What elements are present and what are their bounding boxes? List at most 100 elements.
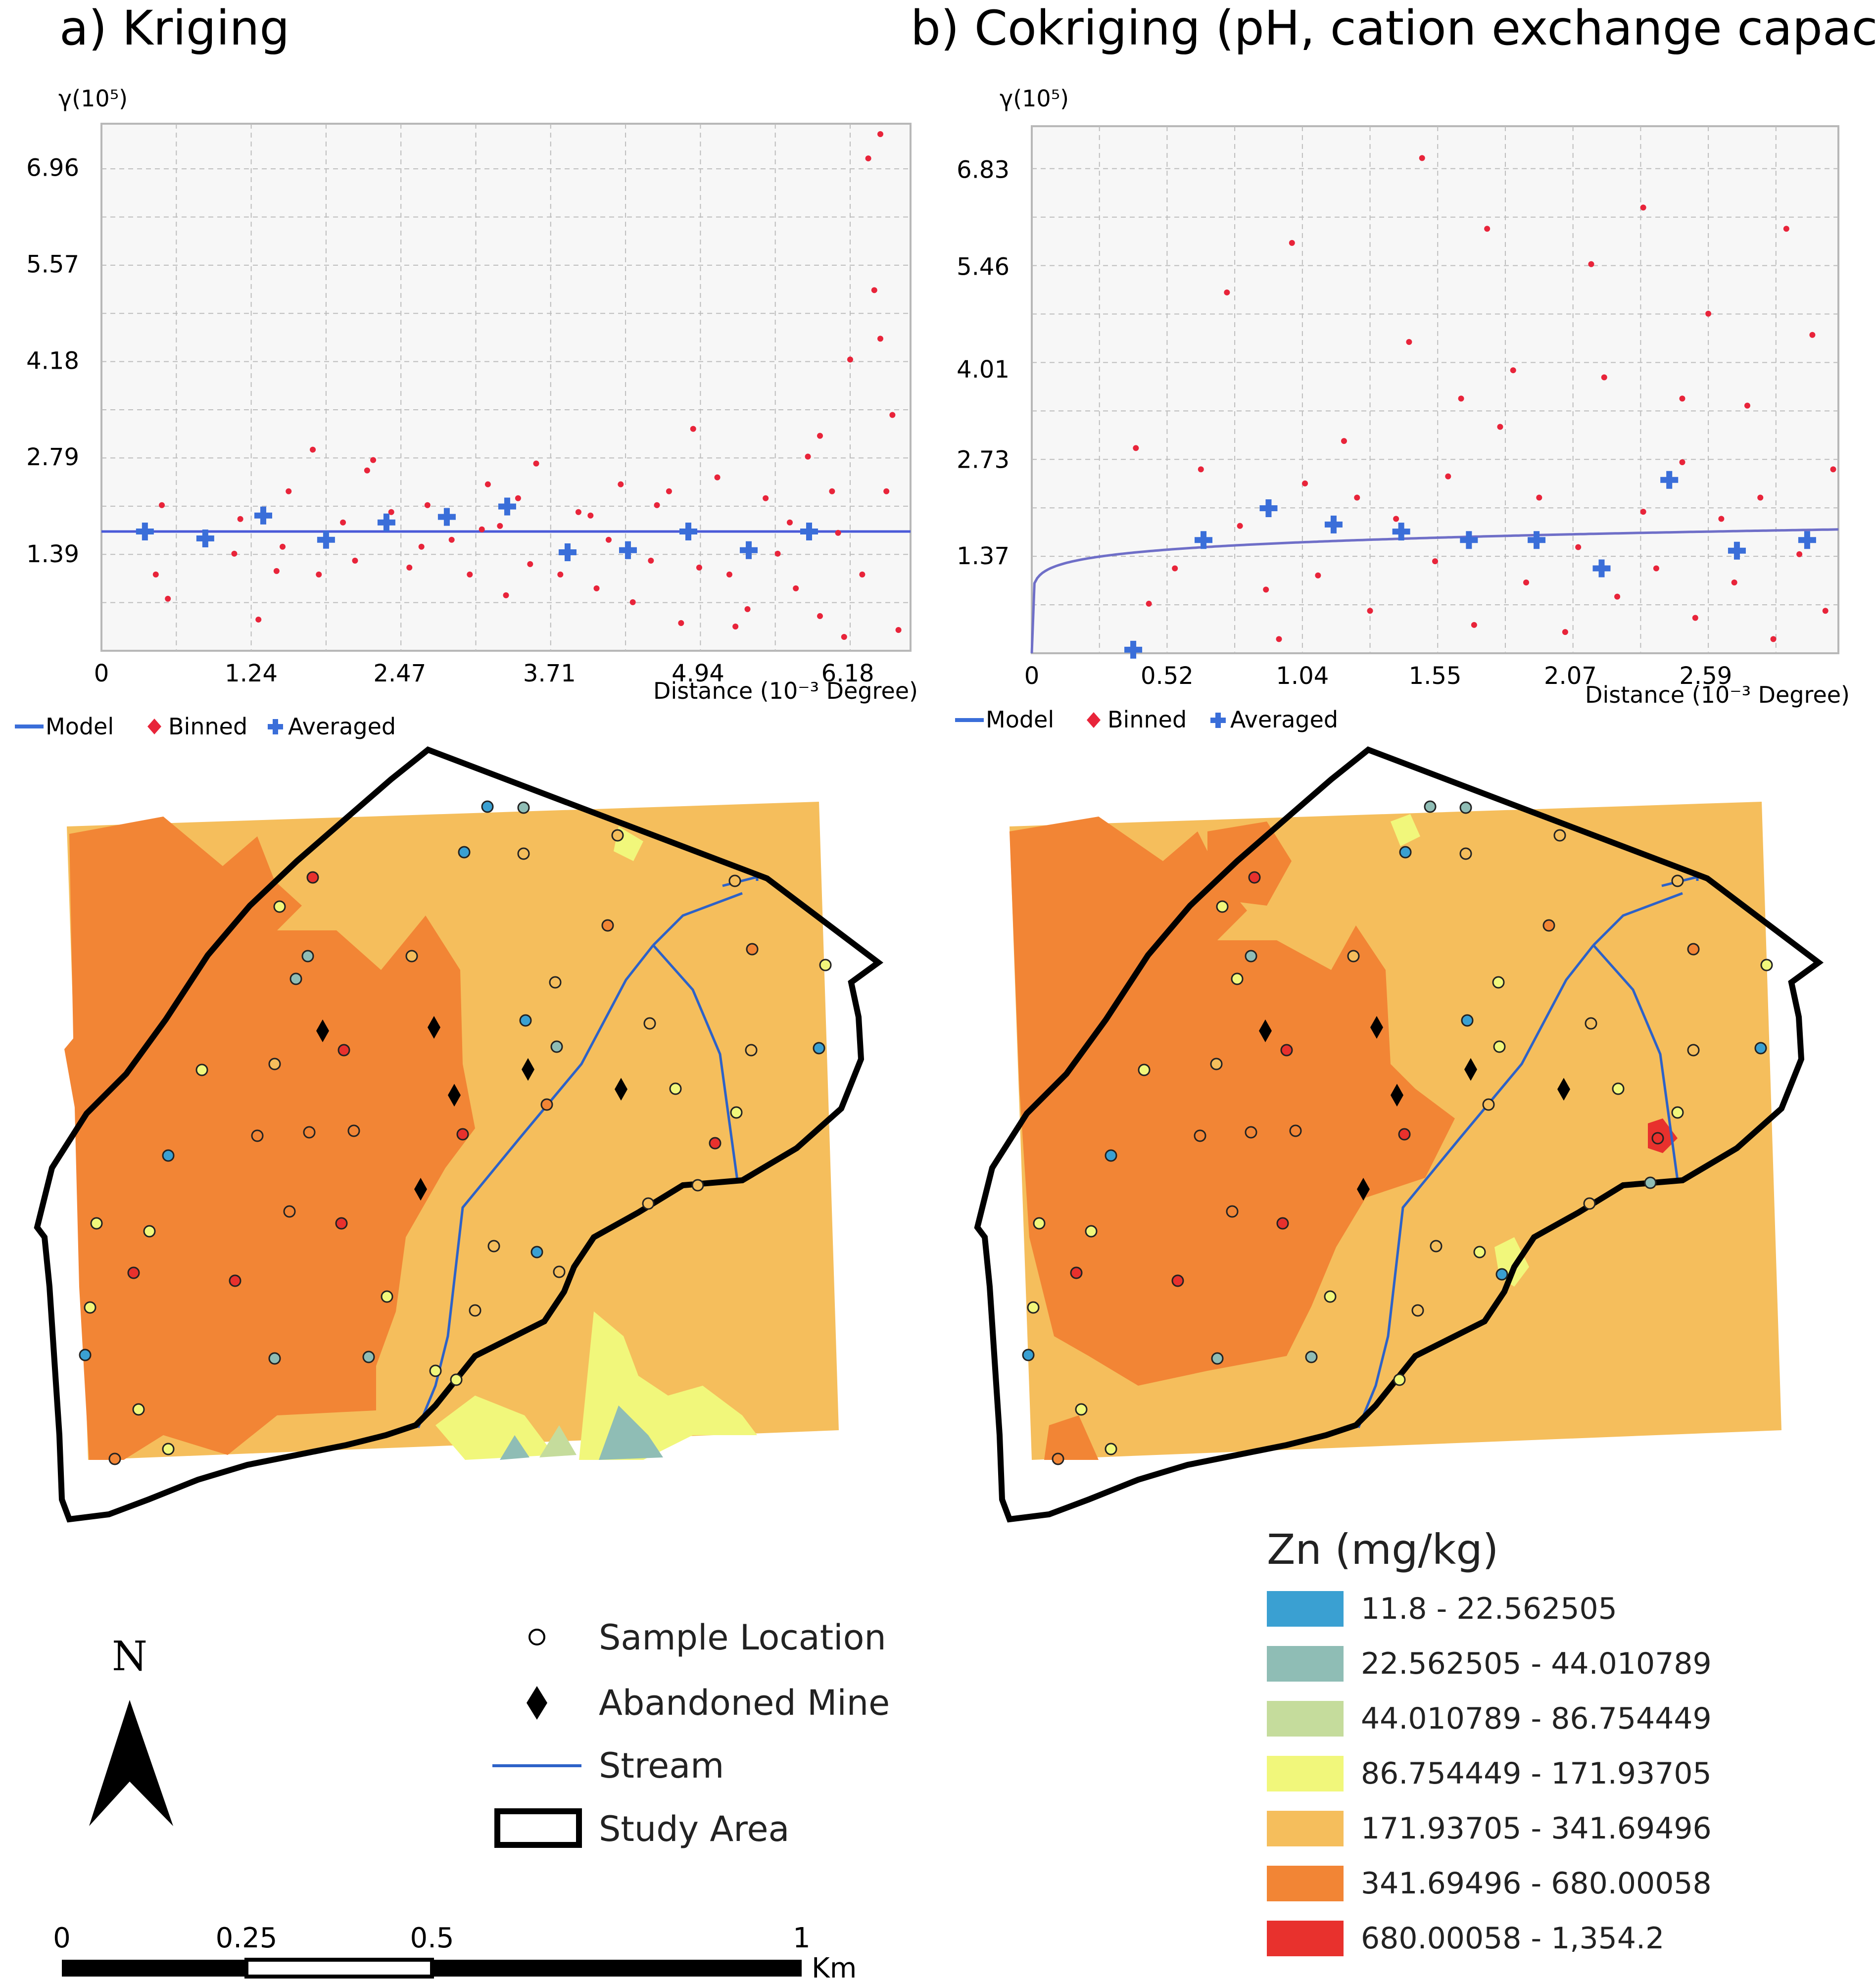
binned-point	[690, 426, 696, 432]
scale-segment	[62, 1960, 246, 1977]
zn-map-cokriging	[974, 746, 1824, 1523]
binned-point	[370, 457, 377, 463]
binned-point	[1393, 516, 1399, 522]
sample-location	[709, 1137, 722, 1150]
sample-location	[611, 829, 624, 842]
binned-point	[678, 620, 684, 626]
sample-location	[303, 1126, 316, 1139]
zone-86-171	[435, 1396, 554, 1460]
panel-a-title: a) Kriging	[59, 0, 289, 56]
binned-point	[364, 467, 370, 474]
sample-location	[1393, 1373, 1406, 1386]
abandoned-mine-legend-label: Abandoned Mine	[599, 1683, 890, 1723]
averaged-point	[1798, 531, 1816, 549]
semivariogram-b: γ(10⁵) 1.37 2.73 4.01 5.46 6.83 0 0.52 1.04 1.5…	[957, 85, 1850, 708]
sample-location	[273, 900, 286, 913]
zone-341-680	[64, 1019, 99, 1118]
sample-location	[487, 1240, 500, 1253]
sample-location	[1194, 1129, 1206, 1142]
binned-point	[159, 502, 165, 508]
y-unit-label-b: γ(10⁵)	[1000, 85, 1069, 112]
sample-location	[1276, 1217, 1289, 1230]
binned-point	[467, 571, 473, 578]
binned-point	[696, 564, 702, 571]
sample-location	[132, 1403, 145, 1416]
sample-location	[381, 1290, 393, 1303]
sample-location	[1612, 1082, 1625, 1095]
sample-locations	[1022, 800, 1773, 1465]
scale-label: 1	[793, 1922, 811, 1954]
sample-location	[1027, 1301, 1040, 1314]
sample-location	[195, 1064, 208, 1076]
binned-point	[793, 585, 799, 591]
abandoned-mine	[1370, 1016, 1383, 1039]
binned-point	[1536, 494, 1542, 501]
binned-legend-label: Binned	[168, 713, 247, 740]
sample-location	[335, 1217, 348, 1230]
binned-point	[165, 595, 171, 602]
y-tick-label: 4.18	[26, 347, 79, 375]
sample-location	[1171, 1274, 1184, 1287]
averaged-point	[1259, 499, 1278, 517]
binned-point	[231, 550, 238, 557]
averaged-point	[254, 506, 272, 525]
map-legend: Sample Location Abandoned Mine Stream St…	[492, 1617, 890, 1849]
abandoned-mine	[414, 1178, 427, 1201]
averaged-point	[1728, 541, 1746, 560]
panel-b-title: b) Cokriging (pH, cation exchange capaci…	[911, 0, 1876, 56]
abandoned-mines	[316, 1016, 627, 1201]
zn-legend-swatch	[1267, 1756, 1344, 1791]
sample-location	[517, 801, 530, 814]
abandoned-mine	[1357, 1178, 1370, 1201]
binned-point	[1198, 466, 1204, 473]
scale-label: 0.25	[216, 1922, 278, 1954]
sample-location	[1687, 1044, 1700, 1057]
sample-locations	[79, 800, 832, 1465]
binned-point	[316, 571, 322, 578]
sample-location	[1226, 1205, 1239, 1218]
zn-legend-label: 171.93705 - 341.69496	[1361, 1811, 1712, 1846]
binned-point	[557, 571, 564, 578]
binned-point	[847, 356, 853, 363]
sample-location	[540, 1098, 553, 1111]
semivariogram-a: γ(10⁵) 1.39 2.79 4.18 5.57 6.96 0 1.24 2.47 3.7…	[26, 85, 918, 704]
binned-point	[817, 433, 823, 439]
sample-location	[1430, 1240, 1443, 1253]
x-tick-label: 0	[94, 660, 109, 687]
semivariogram-legend-a: Model Binned Averaged	[15, 713, 396, 740]
binned-point	[1315, 572, 1321, 579]
binned-point	[1237, 523, 1243, 529]
scale-segment	[244, 1958, 434, 1979]
abandoned-mine	[1391, 1084, 1403, 1107]
sample-location	[108, 1452, 121, 1465]
binned-point	[1471, 622, 1477, 628]
sample-location	[1644, 1176, 1657, 1189]
abandoned-mine	[316, 1019, 329, 1042]
x-tick-label: 1.04	[1276, 662, 1329, 690]
binned-point	[1146, 600, 1152, 607]
sample-location	[730, 1106, 743, 1119]
sample-location	[519, 1014, 532, 1027]
binned-point	[817, 613, 823, 619]
binned-point	[1523, 580, 1530, 586]
y-tick-label: 6.96	[26, 154, 79, 182]
sample-location	[301, 950, 314, 963]
sample-location	[1459, 801, 1472, 814]
binned-legend-marker	[1087, 712, 1101, 728]
binned-point	[310, 446, 316, 453]
sample-location	[469, 1304, 481, 1317]
zone-341-680	[69, 817, 475, 1460]
sample-location	[251, 1129, 264, 1142]
averaged-point	[1195, 531, 1213, 549]
north-arrow-icon	[89, 1700, 173, 1826]
abandoned-mine	[1259, 1019, 1272, 1042]
sample-location	[1585, 1017, 1597, 1030]
sample-location	[79, 1349, 92, 1361]
sample-location	[229, 1274, 241, 1287]
model-legend-label: Model	[46, 713, 114, 740]
binned-point	[152, 571, 159, 578]
abandoned-mine	[615, 1078, 627, 1101]
sample-location	[550, 1040, 563, 1053]
sample-location	[643, 1017, 656, 1030]
x-tick-label: 4.94	[672, 660, 724, 687]
